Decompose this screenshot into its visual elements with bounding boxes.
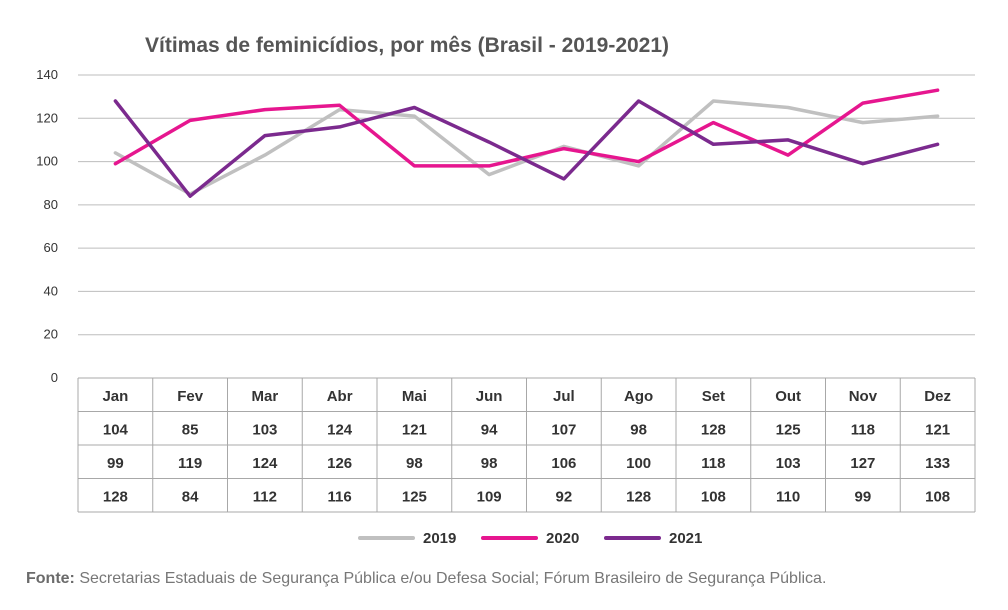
- source-label: Fonte:: [26, 570, 75, 587]
- data-label: 92: [556, 488, 573, 505]
- data-label: 124: [327, 421, 353, 438]
- y-tick-label: 100: [36, 154, 58, 169]
- source-text: Secretarias Estaduais de Segurança Públi…: [74, 570, 827, 587]
- x-tick-label: Abr: [327, 388, 353, 405]
- x-tick-label: Jan: [102, 388, 128, 405]
- y-tick-label: 120: [36, 110, 58, 125]
- data-label: 98: [630, 421, 647, 438]
- data-label: 121: [402, 421, 427, 438]
- data-label: 116: [328, 488, 352, 505]
- chart-title: Vítimas de feminicídios, por mês (Brasil…: [145, 34, 669, 57]
- data-label: 112: [253, 488, 277, 505]
- data-label: 126: [327, 455, 352, 472]
- data-label: 127: [850, 455, 875, 472]
- y-tick-label: 20: [44, 327, 58, 342]
- x-tick-label: Nov: [849, 388, 878, 405]
- legend-label-2020: 2020: [546, 530, 579, 547]
- x-tick-label: Fev: [177, 388, 204, 405]
- x-tick-label: Dez: [924, 388, 951, 405]
- data-label: 103: [776, 455, 801, 472]
- y-tick-label: 60: [44, 240, 58, 255]
- data-label: 103: [252, 421, 277, 438]
- data-label: 118: [851, 421, 875, 438]
- data-label: 84: [182, 488, 199, 505]
- series-line-2021: [113, 99, 940, 198]
- source-note: Fonte: Secretarias Estaduais de Seguranç…: [26, 570, 826, 588]
- data-label: 98: [406, 455, 423, 472]
- x-tick-label: Jul: [553, 388, 575, 405]
- line-chart: Vítimas de feminicídios, por mês (Brasil…: [36, 34, 976, 547]
- data-label: 128: [103, 488, 128, 505]
- x-tick-label: Mar: [252, 388, 279, 405]
- data-label: 119: [178, 455, 202, 472]
- data-label: 125: [402, 488, 427, 505]
- data-label: 85: [182, 421, 199, 438]
- legend: 2019 2020 2021: [358, 530, 702, 547]
- data-table: Jan Fev Mar Abr Mai Jun Jul Ago Set Out Nov Dez 104 8…: [77, 377, 976, 513]
- x-tick-label: Ago: [624, 388, 653, 405]
- data-label: 110: [776, 488, 800, 505]
- series-line-2020: [113, 88, 940, 168]
- y-tick-label: 140: [36, 67, 58, 82]
- y-axis-ticks: 0 20 40 60 80 100 120 140: [36, 67, 58, 385]
- data-label: 100: [626, 455, 651, 472]
- x-tick-label: Set: [702, 388, 725, 405]
- data-label: 121: [925, 421, 950, 438]
- data-label: 107: [551, 421, 576, 438]
- data-label: 128: [626, 488, 651, 505]
- data-label: 108: [701, 488, 726, 505]
- y-tick-label: 80: [44, 197, 58, 212]
- y-tick-label: 0: [51, 370, 58, 385]
- data-label: 125: [776, 421, 801, 438]
- data-label: 106: [551, 455, 576, 472]
- legend-label-2019: 2019: [423, 530, 456, 547]
- series-lines: [113, 88, 940, 198]
- y-tick-label: 40: [44, 283, 58, 298]
- data-label: 109: [477, 488, 502, 505]
- data-label: 128: [701, 421, 726, 438]
- data-label: 99: [855, 488, 872, 505]
- data-label: 104: [103, 421, 129, 438]
- data-label: 94: [481, 421, 498, 438]
- data-label: 118: [701, 455, 725, 472]
- x-tick-label: Out: [775, 388, 801, 405]
- legend-label-2021: 2021: [669, 530, 702, 547]
- data-label: 98: [481, 455, 498, 472]
- x-tick-label: Jun: [476, 388, 503, 405]
- data-label: 133: [925, 455, 950, 472]
- data-label: 99: [107, 455, 124, 472]
- data-label: 108: [925, 488, 950, 505]
- x-tick-label: Mai: [402, 388, 427, 405]
- data-label: 124: [252, 455, 278, 472]
